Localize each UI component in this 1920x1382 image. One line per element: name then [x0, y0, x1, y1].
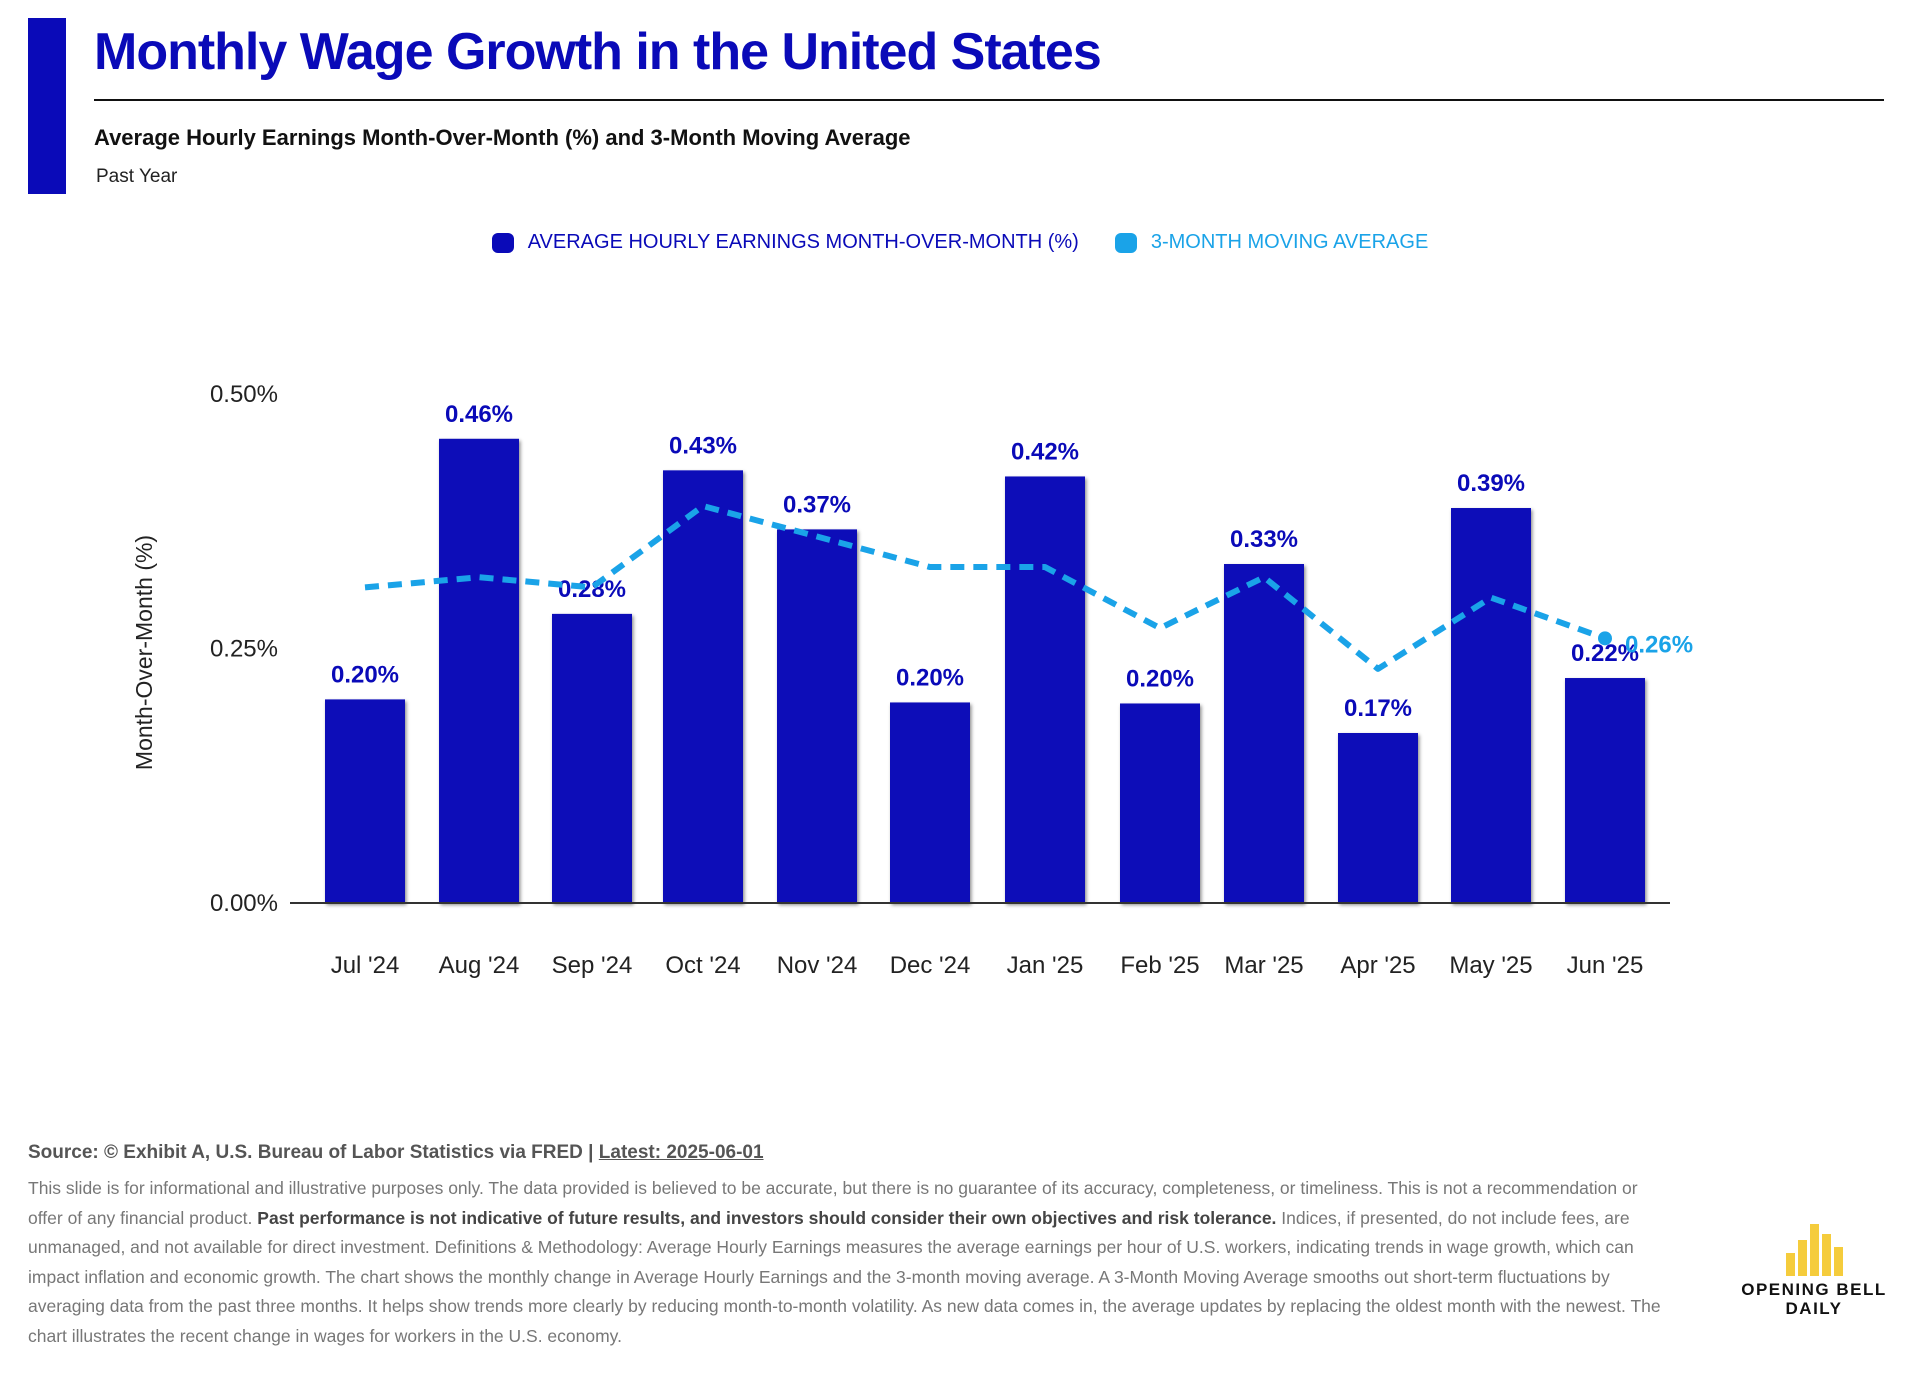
source-text: Source: © Exhibit A, U.S. Bureau of Labo…	[28, 1142, 599, 1163]
y-tick-label: 0.50%	[210, 381, 278, 408]
bar-data-label: 0.42%	[1011, 438, 1079, 465]
bar-data-label: 0.43%	[669, 432, 737, 459]
brand-logo: OPENING BELL DAILY	[1734, 1222, 1894, 1318]
source-line: Source: © Exhibit A, U.S. Bureau of Labo…	[28, 1142, 1668, 1164]
bar-data-label: 0.20%	[1126, 665, 1194, 692]
bar-data-label: 0.33%	[1230, 526, 1298, 553]
bar-data-label: 0.20%	[896, 664, 964, 691]
logo-text-line2: DAILY	[1734, 1299, 1894, 1318]
bar	[1338, 733, 1418, 903]
disclaimer-bold-text: Past performance is not indicative of fu…	[257, 1208, 1276, 1228]
bar	[325, 699, 405, 903]
logo-bar	[1786, 1253, 1795, 1276]
x-tick-label: Aug '24	[439, 952, 520, 979]
logo-text-line1: OPENING BELL	[1734, 1280, 1894, 1299]
bar	[1224, 564, 1304, 903]
disclaimer-text-2: Indices, if presented, do not include fe…	[28, 1208, 1661, 1346]
footer: Source: © Exhibit A, U.S. Bureau of Labo…	[28, 1142, 1668, 1351]
x-tick-label: Feb '25	[1120, 952, 1199, 979]
wage-growth-chart: 0.00% 0.25% 0.50% Month-Over-Month (%) 0.20%…	[0, 0, 1920, 1120]
x-tick-label: Oct '24	[665, 952, 740, 979]
bar	[1565, 678, 1645, 903]
x-tick-label: Dec '24	[890, 952, 971, 979]
logo-bar	[1834, 1247, 1843, 1276]
bar	[439, 439, 519, 903]
logo-bars-icon	[1734, 1222, 1894, 1280]
bar-data-label: 0.46%	[445, 401, 513, 428]
bar	[1120, 703, 1200, 903]
y-tick-label: 0.00%	[210, 890, 278, 917]
bar-data-label: 0.20%	[331, 661, 399, 688]
x-tick-label: Nov '24	[777, 952, 858, 979]
bar-data-label: 0.28%	[558, 576, 626, 603]
x-tick-label: Apr '25	[1340, 952, 1415, 979]
bar-data-label: 0.37%	[783, 491, 851, 518]
x-tick-label: Jun '25	[1567, 952, 1644, 979]
latest-date-link[interactable]: Latest: 2025-06-01	[599, 1142, 764, 1163]
logo-bar	[1810, 1224, 1819, 1276]
x-tick-label: Jan '25	[1007, 952, 1084, 979]
bar	[663, 470, 743, 903]
disclaimer: This slide is for informational and illu…	[28, 1174, 1668, 1351]
y-tick-label: 0.25%	[210, 636, 278, 663]
moving-average-end-label: 0.26%	[1625, 631, 1693, 658]
x-tick-label: Sep '24	[552, 952, 633, 979]
logo-bar	[1798, 1240, 1807, 1276]
bar	[1005, 476, 1085, 903]
logo-bar	[1822, 1234, 1831, 1276]
y-axis-label: Month-Over-Month (%)	[131, 535, 157, 770]
moving-average-end-point	[1598, 631, 1612, 645]
x-tick-label: Jul '24	[331, 952, 400, 979]
bar	[1451, 508, 1531, 903]
x-tick-label: Mar '25	[1224, 952, 1303, 979]
bar	[777, 529, 857, 903]
x-tick-label: May '25	[1449, 952, 1532, 979]
bar-data-label: 0.39%	[1457, 470, 1525, 497]
bar	[552, 614, 632, 903]
bar	[890, 702, 970, 903]
bar-data-label: 0.17%	[1344, 695, 1412, 722]
moving-average-line	[365, 506, 1605, 669]
